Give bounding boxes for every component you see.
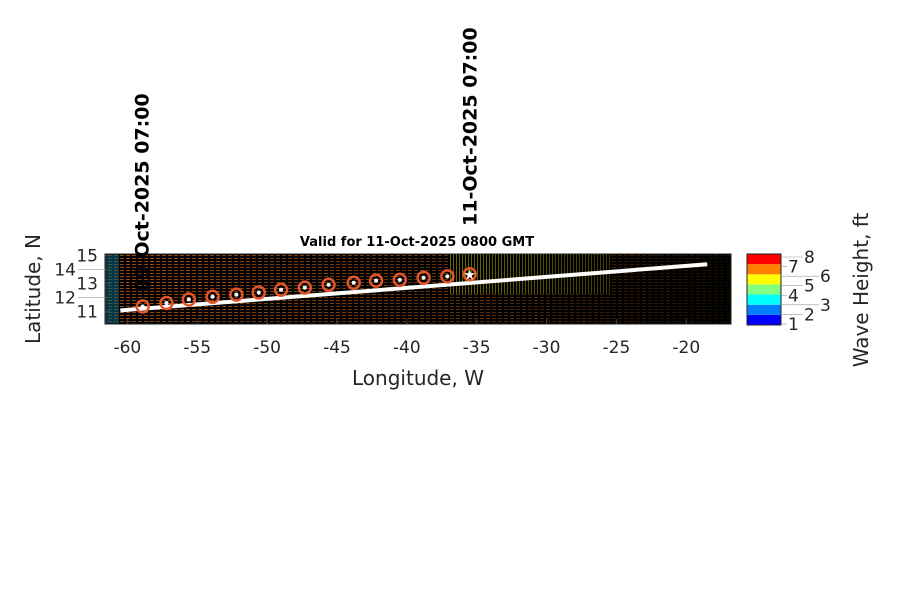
track-marker <box>462 267 477 282</box>
track-marker-dot <box>421 275 426 280</box>
track-marker <box>297 280 313 295</box>
x-tick-label: -45 <box>323 338 351 358</box>
track-marker <box>205 289 220 304</box>
colorbar-band <box>747 294 781 305</box>
track-marker <box>251 285 266 300</box>
x-tick-label: -40 <box>393 338 421 358</box>
track-marker <box>181 292 197 307</box>
colorbar-frame <box>746 253 782 326</box>
track-marker-dot <box>210 294 215 299</box>
track-marker <box>440 269 455 284</box>
colorbar-tick-label: 3 <box>820 296 831 316</box>
y-tick-label: 12 <box>54 288 76 308</box>
colorbar-tick-label: 6 <box>820 267 831 287</box>
colorbar-band <box>747 254 781 265</box>
y-tick-label: 15 <box>76 246 98 266</box>
y-tick-label: 13 <box>76 274 98 294</box>
x-tick-label: -50 <box>253 338 281 358</box>
y-axis-label: Latitude, N <box>21 234 45 344</box>
wave-field-edge <box>105 254 119 324</box>
x-tick-label: -60 <box>113 338 141 358</box>
colorbar-tick-label: 1 <box>788 315 799 335</box>
track-marker-dot <box>302 285 307 290</box>
x-tick-label: -20 <box>672 338 700 358</box>
track-marker-dot <box>445 274 450 279</box>
y-tick-label: 11 <box>76 302 98 322</box>
chart-title: Valid for 11-Oct-2025 0800 GMT <box>300 235 534 250</box>
colorbar-tick-label: 5 <box>804 277 815 297</box>
colorbar-band <box>747 274 781 285</box>
track-marker <box>321 277 336 293</box>
track-marker-dot <box>140 304 145 309</box>
track-marker <box>368 273 384 288</box>
colorbar-tick-label: 7 <box>788 258 799 278</box>
colorbar-tick-label: 8 <box>804 248 815 268</box>
plot-frame <box>104 253 732 325</box>
route-line <box>120 262 708 313</box>
track-marker <box>135 299 150 314</box>
track-marker <box>229 287 244 302</box>
track-marker-dot <box>164 301 169 305</box>
track-marker-dot <box>374 278 379 283</box>
colorbar-band <box>747 264 781 275</box>
current-position-star-icon: ★ <box>463 267 476 283</box>
x-axis-label: Longitude, W <box>352 366 484 390</box>
track-marker-dot <box>186 297 191 302</box>
x-tick-label: -30 <box>533 338 561 358</box>
colorbar-band <box>747 314 781 325</box>
colorbar-label: Wave Height, ft <box>849 213 873 368</box>
colorbar-band <box>747 304 781 315</box>
track-marker-dot <box>279 287 284 292</box>
colorbar: 1 2 3 4 5 6 7 8 <box>746 248 831 335</box>
track-marker <box>416 270 431 286</box>
x-tick-label: -55 <box>183 338 211 358</box>
x-tick-label: -25 <box>603 338 631 358</box>
wave-field-shade <box>105 254 731 324</box>
date-label: 09-Oct-2025 07:00 <box>131 93 153 292</box>
colorbar-tick-label: 2 <box>804 305 815 325</box>
track-marker-dot <box>351 280 356 285</box>
track-marker <box>392 272 408 288</box>
colorbar-tick-label: 4 <box>788 286 799 306</box>
track-marker <box>159 295 174 311</box>
colorbar-band <box>747 284 781 295</box>
track-marker-dot <box>234 292 239 297</box>
track-marker <box>273 282 289 297</box>
track-marker-dot <box>397 277 402 282</box>
track-marker-dot <box>256 290 261 295</box>
track-marker <box>346 275 361 290</box>
date-label: 11-Oct-2025 07:00 <box>460 27 482 226</box>
y-tick-label: 14 <box>54 260 76 280</box>
track-marker-dot <box>326 282 331 287</box>
x-tick-label: -35 <box>463 338 491 358</box>
